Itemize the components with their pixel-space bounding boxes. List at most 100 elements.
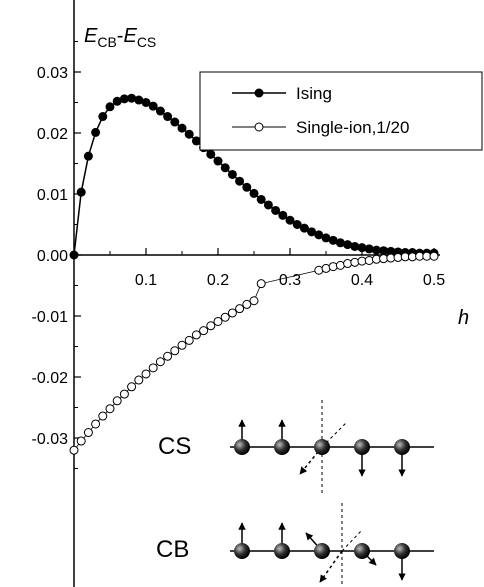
ising-point: [98, 112, 108, 122]
cs-chain: [230, 400, 434, 494]
ising-point: [170, 117, 180, 127]
single-ion-point: [112, 396, 122, 406]
inset-label-cb: CB: [156, 536, 189, 563]
cs-atom-5: [394, 439, 410, 455]
single-ion-point: [155, 357, 165, 367]
cb-atom-5: [394, 543, 410, 559]
single-ion-point: [119, 389, 129, 399]
y-title-dash: -: [117, 25, 124, 47]
y-title-e2: E: [123, 25, 137, 47]
cb-chain: [230, 503, 434, 587]
single-ion-point: [127, 382, 137, 392]
ising-point: [220, 163, 230, 173]
legend-label-ising: Ising: [296, 84, 332, 103]
single-ion-point: [69, 445, 79, 455]
single-ion-point: [141, 369, 151, 379]
single-ion-point: [177, 340, 187, 350]
legend-box: [199, 71, 483, 151]
ising-point: [314, 230, 324, 240]
cb-spin-dash-b: [319, 550, 343, 583]
single-ion-point: [170, 346, 180, 356]
ising-point: [256, 194, 266, 204]
single-ion-point: [220, 312, 230, 322]
ising-point: [235, 176, 245, 186]
ising-point: [206, 149, 216, 159]
cb-atom-2: [274, 543, 290, 559]
cb-atom-1: [234, 543, 250, 559]
x-axis-title: h: [458, 307, 469, 329]
series-ising: [69, 93, 439, 260]
ticks: 0.03 0.02 0.01 0.00 -0.01 -0.02 -0.03 0.1 0.2 0.3…: [32, 41, 445, 469]
ising-point: [163, 112, 173, 122]
ising-point: [321, 233, 331, 243]
ising-point: [271, 205, 281, 215]
ising-point: [263, 200, 273, 210]
single-ion-point: [343, 259, 353, 269]
x-tick-label: 0.1: [135, 272, 157, 289]
single-ion-point: [227, 308, 237, 318]
ising-point: [299, 223, 309, 233]
ising-point: [343, 240, 353, 250]
ising-point: [76, 187, 86, 197]
y-tick-label: -0.03: [32, 431, 69, 448]
ising-point: [350, 241, 360, 251]
legend-label-single: Single-ion,1/20: [296, 118, 409, 137]
single-ion-point: [429, 251, 439, 261]
inset-label-cs: CS: [158, 433, 191, 460]
single-ion-point: [213, 316, 223, 326]
single-ion-point: [235, 304, 245, 314]
single-ion-point: [148, 363, 158, 373]
ising-point: [105, 102, 115, 112]
ising-point: [328, 235, 338, 245]
ising-point: [227, 169, 237, 179]
ising-point: [83, 151, 93, 161]
cs-atom-3: [314, 439, 330, 455]
single-ion-point: [249, 296, 259, 306]
ising-point: [307, 227, 317, 237]
ising-point: [357, 243, 367, 253]
y-axis-title: ECB-ECS: [84, 25, 156, 50]
single-ion-point: [328, 262, 338, 272]
ising-point: [141, 98, 151, 107]
ising-point: [112, 96, 122, 106]
ising-point: [127, 93, 137, 103]
axes: [73, 0, 440, 587]
legend: Ising Single-ion,1/20: [199, 71, 483, 151]
single-ion-point: [206, 321, 216, 331]
ising-point: [364, 244, 374, 254]
single-ion-point: [242, 299, 252, 309]
cb-spin-dash-a: [341, 529, 363, 552]
inset: CS CB: [156, 400, 434, 587]
ising-point: [371, 245, 381, 255]
y-tick-label: 0.02: [37, 126, 68, 143]
ising-point: [134, 95, 144, 105]
ising-point: [119, 94, 129, 104]
y-title-e1: E: [84, 25, 98, 47]
cs-atom-4: [354, 439, 370, 455]
single-ion-point: [364, 255, 374, 265]
ising-point: [184, 129, 194, 139]
single-ion-point: [134, 375, 144, 385]
cb-atom-4: [354, 543, 370, 559]
x-tick-label: 0.2: [207, 272, 229, 289]
ising-point: [177, 123, 187, 133]
single-ion-point: [191, 330, 201, 340]
x-tick-label: 0.5: [423, 272, 445, 289]
ising-point: [292, 220, 302, 229]
ising-point: [249, 188, 259, 198]
ising-point: [278, 210, 288, 220]
single-ion-point: [256, 279, 266, 289]
ising-point: [191, 136, 201, 146]
y-tick-label: -0.02: [32, 370, 69, 387]
ising-point: [155, 106, 165, 116]
ising-point: [91, 127, 101, 137]
single-ion-point: [350, 257, 360, 267]
ising-point: [285, 215, 295, 225]
ising-point: [379, 246, 389, 256]
y-tick-label: 0.03: [37, 65, 68, 82]
ising-point: [148, 101, 158, 111]
x-tick-label: 0.3: [279, 272, 301, 289]
y-tick-label: -0.01: [32, 309, 69, 326]
single-ion-line: [73, 255, 434, 451]
